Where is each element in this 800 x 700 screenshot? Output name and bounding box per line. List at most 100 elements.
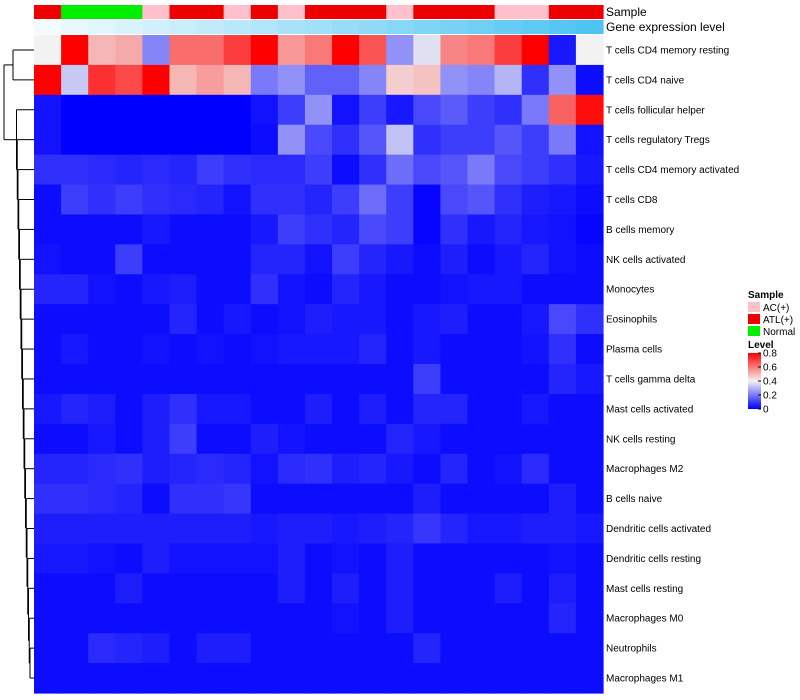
expression-annotation-cell (223, 20, 252, 34)
heatmap-cell (34, 35, 62, 66)
heatmap-cell (386, 364, 414, 395)
heatmap-cell (467, 154, 496, 186)
sample-annotation-cell (88, 5, 116, 19)
heatmap-cell (196, 304, 225, 335)
heatmap-cell (467, 603, 496, 634)
sample-annotation-cell (169, 5, 198, 19)
heatmap-cell (250, 453, 279, 485)
heatmap-cell (196, 334, 225, 365)
row-label: Dendritic cells activated (606, 524, 711, 535)
sample-legend-swatch (748, 314, 760, 324)
sample-annotation-cell (277, 5, 306, 19)
level-color-bar (748, 353, 761, 409)
heatmap-cell (521, 94, 550, 126)
expression-annotation-cell (521, 20, 550, 34)
heatmap-cell (115, 423, 143, 455)
heatmap-cell (61, 633, 89, 664)
sample-annotation-cell (548, 5, 577, 19)
sample-annotation-cell (413, 5, 442, 19)
heatmap-cell (169, 663, 198, 694)
sample-legend-swatch (748, 326, 760, 336)
heatmap-cell (521, 35, 550, 66)
row-label: Eosinophils (606, 315, 657, 326)
heatmap-cell (304, 304, 333, 335)
expression-annotation-cell (467, 20, 496, 34)
heatmap-cell (196, 513, 225, 545)
heatmap-cell (142, 633, 171, 664)
heatmap-cell (467, 334, 496, 365)
heatmap-cell (61, 483, 89, 515)
level-legend-title: Level (748, 340, 774, 351)
heatmap-cell (413, 393, 442, 425)
heatmap-cell (494, 35, 523, 66)
heatmap-cell (494, 633, 523, 664)
heatmap-cell (359, 64, 387, 96)
sample-annotation-cell (223, 5, 252, 19)
heatmap-cell (521, 64, 550, 96)
heatmap-cell (304, 214, 333, 245)
heatmap-cell (440, 364, 469, 395)
heatmap-cell (413, 603, 442, 634)
heatmap-cell (223, 35, 252, 66)
heatmap-cell (304, 603, 333, 634)
heatmap-cell (386, 94, 414, 126)
heatmap-cell (386, 483, 414, 515)
heatmap-cell (413, 423, 442, 455)
expression-annotation-cell (34, 20, 62, 34)
heatmap-cell (250, 64, 279, 96)
heatmap-cell (413, 573, 442, 604)
heatmap-cell (304, 453, 333, 485)
heatmap-cell (521, 154, 550, 186)
heatmap-cell (386, 573, 414, 604)
heatmap-cell (575, 244, 604, 275)
heatmap-cell (142, 35, 171, 66)
heatmap-cell (386, 453, 414, 485)
expression-annotation-cell (277, 20, 306, 34)
heatmap-cell (467, 393, 496, 425)
heatmap-cell (142, 483, 171, 515)
heatmap-cell (61, 364, 89, 395)
heatmap-cell (169, 184, 198, 216)
heatmap-cell (142, 393, 171, 425)
heatmap-cell (521, 543, 550, 574)
heatmap-cell (359, 483, 387, 515)
heatmap-cells (34, 35, 604, 694)
heatmap-cell (386, 513, 414, 545)
heatmap-cell (359, 124, 387, 156)
heatmap-cell (169, 154, 198, 186)
expression-annotation-cell (250, 20, 279, 34)
heatmap-cell (250, 154, 279, 186)
heatmap-cell (61, 513, 89, 545)
heatmap-cell (34, 364, 62, 395)
row-label: Macrophages M0 (606, 614, 684, 625)
heatmap-cell (34, 214, 62, 245)
heatmap-cell (304, 483, 333, 515)
heatmap-cell (196, 603, 225, 634)
heatmap-cell (142, 663, 171, 694)
heatmap-cell (196, 483, 225, 515)
heatmap-cell (332, 35, 360, 66)
heatmap-cell (115, 483, 143, 515)
heatmap-cell (575, 543, 604, 574)
heatmap-cell (467, 304, 496, 335)
heatmap-cell (359, 364, 387, 395)
heatmap-cell (88, 453, 116, 485)
heatmap-cell (250, 573, 279, 604)
heatmap-cell (332, 573, 360, 604)
heatmap-cell (575, 154, 604, 186)
heatmap-cell (34, 633, 62, 664)
heatmap-cell (548, 423, 577, 455)
heatmap-cell (277, 184, 306, 216)
row-label: Macrophages M2 (606, 464, 684, 475)
heatmap-cell (304, 334, 333, 365)
heatmap-cell (413, 274, 442, 305)
heatmap-cell (548, 184, 577, 216)
expression-annotation-cell (61, 20, 89, 34)
heatmap-cell (332, 184, 360, 216)
heatmap-cell (440, 94, 469, 126)
heatmap-cell (34, 483, 62, 515)
heatmap-cell (440, 573, 469, 604)
heatmap-cell (61, 124, 89, 156)
heatmap-cell (34, 573, 62, 604)
heatmap-cell (223, 124, 252, 156)
